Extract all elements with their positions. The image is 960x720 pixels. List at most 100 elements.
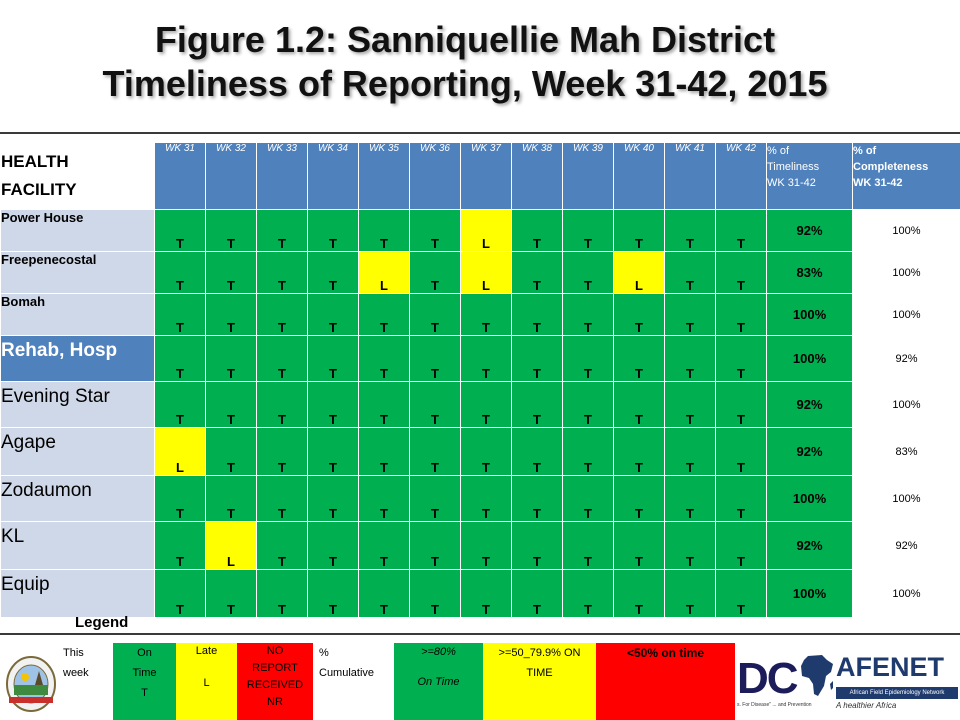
status-cell: T — [409, 335, 461, 382]
status-cell: T — [613, 569, 665, 618]
timeliness-percent: 100% — [766, 475, 853, 522]
facility-name: KL — [0, 521, 155, 570]
status-cell: T — [409, 475, 461, 522]
page-title-line-2: Timeliness of Reporting, Week 31-42, 201… — [102, 63, 828, 104]
status-cell: T — [205, 427, 257, 476]
legend-cumulative: % Cumulative — [313, 643, 394, 720]
legend-no-report-line-2: REPORT — [252, 662, 298, 674]
status-cell: T — [409, 381, 461, 428]
status-cell: T — [664, 427, 716, 476]
status-cell: T — [460, 427, 512, 476]
cdc-logo-subtext: s. For Disease" ... and Prevention — [737, 702, 812, 708]
status-cell: T — [154, 521, 206, 570]
timeliness-table: HEALTH FACILITY WK 31 WK 32 WK 33 WK 34 … — [0, 142, 960, 618]
legend-no-report-swatch: NO REPORT RECEIVED NR — [237, 643, 313, 720]
timeliness-percent: 100% — [766, 335, 853, 382]
table-body: Power House T T T T T T L T T T T T 92% 100% Freepeneco… — [0, 209, 960, 618]
status-cell: T — [460, 335, 512, 382]
facility-name: Evening Star — [0, 381, 155, 428]
page-title-line-1: Figure 1.2: Sanniquellie Mah District — [154, 19, 776, 60]
status-cell: T — [664, 335, 716, 382]
top-divider — [0, 132, 960, 134]
status-cell: T — [307, 475, 359, 522]
status-cell: T — [715, 521, 767, 570]
status-cell: T — [511, 251, 563, 294]
week-header: WK 41 — [664, 142, 716, 210]
completeness-column-header: % of Completeness WK 31-42 — [852, 142, 960, 210]
status-cell: T — [460, 521, 512, 570]
status-cell: T — [205, 381, 257, 428]
week-header: WK 40 — [613, 142, 665, 210]
timeliness-percent: 92% — [766, 427, 853, 476]
status-cell: T — [358, 381, 410, 428]
status-cell: T — [409, 293, 461, 336]
legend-lt50-swatch: <50% on time — [596, 643, 735, 720]
afenet-logo-text: AFENET — [836, 652, 944, 682]
status-cell: T — [205, 293, 257, 336]
timeliness-percent: 92% — [766, 209, 853, 252]
timeliness-header-line-1: % of — [767, 145, 790, 157]
completeness-percent: 92% — [852, 521, 960, 570]
facility-name: Agape — [0, 427, 155, 476]
legend-no-report-code: NR — [267, 696, 283, 708]
facility-name: Power House — [0, 209, 155, 252]
timeliness-percent: 100% — [766, 293, 853, 336]
status-cell: T — [511, 209, 563, 252]
status-cell: T — [460, 381, 512, 428]
status-cell: L — [460, 251, 512, 294]
status-cell: T — [664, 569, 716, 618]
legend-50-79-line-1: >=50_79.9% ON — [498, 647, 581, 659]
status-cell: T — [511, 381, 563, 428]
week-header: WK 37 — [460, 142, 512, 210]
status-cell: T — [307, 335, 359, 382]
status-cell: T — [664, 251, 716, 294]
status-cell: T — [154, 475, 206, 522]
status-cell: T — [613, 335, 665, 382]
status-cell: L — [613, 251, 665, 294]
completeness-percent: 83% — [852, 427, 960, 476]
afenet-logo-subtitle: African Field Epidemiology Network — [836, 687, 958, 699]
status-cell: T — [205, 569, 257, 618]
status-cell: T — [358, 475, 410, 522]
status-cell: T — [154, 293, 206, 336]
status-cell: T — [562, 569, 614, 618]
facility-header-line-1: HEALTH — [1, 152, 69, 171]
status-cell: T — [154, 569, 206, 618]
status-cell: T — [460, 569, 512, 618]
legend-ge80-line-2: On Time — [417, 676, 460, 688]
table-row: Bomah T T T T T T T T T T T T 100% 100% — [0, 293, 960, 336]
legend-ge80-line-1: >=80% — [421, 646, 456, 658]
completeness-percent: 100% — [852, 569, 960, 618]
table-row: Equip T T T T T T T T T T T T 100% 100% — [0, 569, 960, 618]
status-cell: T — [256, 427, 308, 476]
legend-cumulative-line-1: % — [319, 647, 329, 659]
legend-on-time-line-2: Time — [132, 667, 157, 679]
table-header-row: HEALTH FACILITY WK 31 WK 32 WK 33 WK 34 … — [0, 142, 960, 210]
status-cell: T — [715, 427, 767, 476]
bottom-divider — [0, 633, 960, 635]
status-cell: T — [307, 427, 359, 476]
status-cell: T — [613, 427, 665, 476]
status-cell: T — [205, 475, 257, 522]
status-cell: T — [256, 569, 308, 618]
status-cell: L — [205, 521, 257, 570]
status-cell: T — [358, 521, 410, 570]
legend-ge80-swatch: >=80% On Time — [394, 643, 483, 720]
completeness-percent: 100% — [852, 209, 960, 252]
status-cell: T — [511, 569, 563, 618]
week-header: WK 33 — [256, 142, 308, 210]
status-cell: T — [511, 475, 563, 522]
status-cell: T — [664, 381, 716, 428]
legend-this-week: This week — [61, 643, 113, 720]
status-cell: T — [409, 521, 461, 570]
timeliness-header-line-3: WK 31-42 — [767, 177, 816, 189]
status-cell: T — [511, 335, 563, 382]
status-cell: T — [358, 209, 410, 252]
legend-cumulative-line-2: Cumulative — [319, 667, 375, 679]
status-cell: T — [511, 427, 563, 476]
status-cell: T — [256, 209, 308, 252]
status-cell: T — [358, 293, 410, 336]
status-cell: L — [460, 209, 512, 252]
week-header: WK 42 — [715, 142, 767, 210]
status-cell: L — [358, 251, 410, 294]
